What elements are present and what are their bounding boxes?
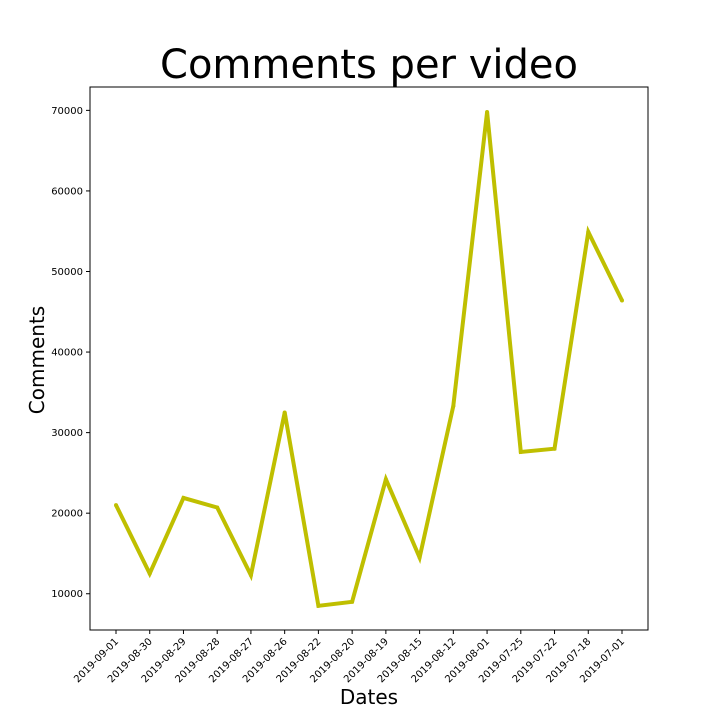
series-line [114,111,624,609]
data-point [181,495,186,500]
y-tick-label: 30000 [51,428,83,439]
data-point [417,555,422,560]
data-point [350,599,355,604]
data-point [147,571,152,576]
y-tick-label: 40000 [51,348,83,359]
y-tick-label: 10000 [51,589,83,600]
data-point [248,573,253,578]
data-point [316,603,321,608]
y-axis: 10000 20000 30000 40000 50000 60000 70000 [51,106,90,600]
y-tick-label: 70000 [51,106,83,117]
data-point [485,109,490,114]
x-axis: 2019-09-012019-08-302019-08-292019-08-28… [72,630,627,685]
data-point [620,298,624,303]
plot-area [89,86,649,631]
y-tick-label: 60000 [51,186,83,197]
data-point [282,410,287,415]
y-axis-label: Comments [25,306,49,414]
y-tick-label: 20000 [51,509,83,520]
data-point [451,404,456,409]
chart-title: Comments per video [160,42,578,88]
data-point [586,230,591,235]
y-tick-label: 50000 [51,267,83,278]
data-point [114,503,118,508]
series-layer [114,109,624,609]
x-axis-label: Dates [340,685,398,709]
data-point [215,505,220,510]
data-point [518,449,523,454]
data-point [383,477,388,482]
data-point [552,446,557,451]
